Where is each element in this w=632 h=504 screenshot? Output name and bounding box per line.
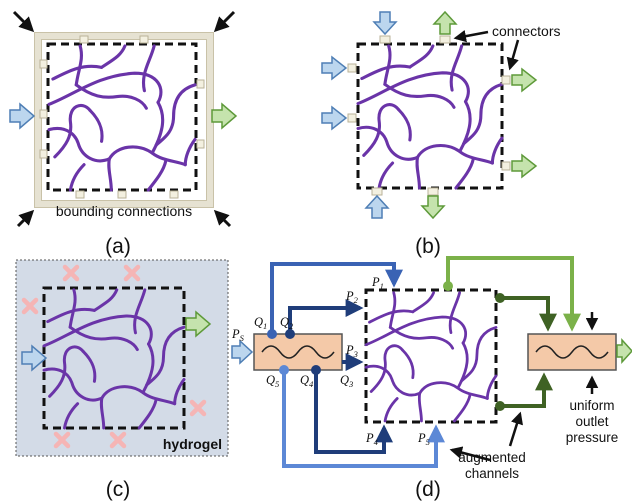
uniform-outlet-pressure-label-2: outlet: [575, 414, 608, 429]
x-marker-icon: [109, 431, 127, 449]
channel-q4: [314, 370, 393, 454]
outlet-arrow-right-2-icon: [511, 153, 538, 179]
node-q2: [285, 329, 295, 339]
frame-connectors: [39, 35, 205, 199]
uniform-outlet-pressure-label-3: pressure: [566, 430, 619, 445]
label-q1: Q1: [254, 315, 267, 331]
inlet-arrow-top-icon: [372, 11, 398, 36]
label-p5: P5: [417, 431, 430, 447]
label-q5: Q5: [266, 373, 279, 389]
design-region: [42, 286, 186, 430]
outlet-channel-top: [446, 256, 581, 332]
connectors: [347, 35, 511, 196]
channel-q1: [270, 262, 403, 334]
inlet-reservoir-wave-icon: [261, 345, 335, 359]
removed-connection-markers: [21, 264, 207, 449]
node-q4: [311, 365, 321, 375]
outlet-arrow-icon: [211, 102, 238, 130]
hydrogel-region: [15, 259, 229, 457]
node-out-top: [443, 281, 453, 291]
corner-arrows: [12, 10, 236, 228]
panel-d: PS Q1 Q2 Q3 Q4 Q5 P1 P2 P3 P4 P5 augment…: [231, 256, 632, 501]
channel-network: [364, 291, 498, 423]
outlet-channel-mid: [500, 296, 557, 332]
channel-nodes: [267, 329, 321, 375]
caption-b: (b): [415, 235, 441, 258]
outlet-arrow-right-1-icon: [511, 67, 538, 93]
bounding-frame: [34, 32, 214, 208]
bounding-connections-label: bounding connections: [56, 203, 192, 219]
channel-q2: [288, 299, 364, 334]
outlet-arrow-icon: [616, 338, 632, 364]
design-region: [46, 42, 198, 192]
node-q5: [279, 365, 289, 375]
design-region: [356, 42, 504, 190]
label-p2: P2: [345, 289, 359, 305]
x-marker-icon: [123, 264, 141, 282]
x-marker-icon: [189, 399, 207, 417]
outlet-channel-bottom: [500, 372, 553, 408]
inlet-arrow-left-2-icon: [321, 105, 348, 131]
panel-b: connectors (b): [321, 10, 560, 258]
bounding-frame-inner: [35, 33, 213, 207]
augmented-channels-label-2: channels: [465, 466, 519, 481]
design-region: [364, 288, 498, 424]
channel-network: [47, 44, 197, 192]
inlet-arrow-icon: [21, 344, 48, 372]
outlet-arrow-bottom-icon: [420, 195, 446, 220]
inlet-arrow-icon: [9, 102, 36, 130]
channel-network: [356, 44, 504, 190]
inlet-arrow-icon: [231, 339, 254, 365]
augmented-pointer-2: [508, 411, 523, 447]
node-q1: [267, 329, 277, 339]
x-marker-icon: [62, 264, 80, 282]
label-p1: P1: [371, 275, 384, 291]
x-marker-icon: [53, 431, 71, 449]
caption-a: (a): [105, 235, 131, 258]
inlet-arrow-bottom-icon: [364, 194, 390, 219]
caption-d: (d): [415, 478, 441, 501]
inlet-arrow-left-1-icon: [321, 55, 348, 81]
augmented-pointer-1: [449, 446, 491, 462]
label-q4: Q4: [300, 373, 314, 389]
label-p4: P4: [365, 431, 379, 447]
label-ps: PS: [231, 327, 245, 343]
uniform-outlet-pressure-label-1: uniform: [569, 398, 614, 413]
connectors-pointer: [453, 30, 489, 43]
panel-a: bounding connections (a): [9, 10, 238, 258]
augmented-channels-label-1: augmented: [458, 450, 526, 465]
label-p3: P3: [345, 343, 358, 359]
x-marker-icon: [21, 297, 39, 315]
caption-c: (c): [106, 478, 131, 501]
node-out-mid: [495, 293, 505, 303]
hydrogel-label: hydrogel: [163, 436, 222, 452]
panel-c: hydrogel (c): [15, 259, 229, 501]
outlet-arrow-icon: [185, 310, 212, 338]
label-q3: Q3: [340, 373, 353, 389]
label-q2: Q2: [280, 315, 294, 331]
connectors-pointer-2: [506, 39, 520, 71]
outlet-reservoir-wave-icon: [535, 345, 609, 359]
node-out-bottom: [495, 401, 505, 411]
connectors-label: connectors: [492, 23, 560, 39]
outlet-arrow-top-icon: [432, 10, 458, 35]
channel-q5: [282, 370, 445, 468]
